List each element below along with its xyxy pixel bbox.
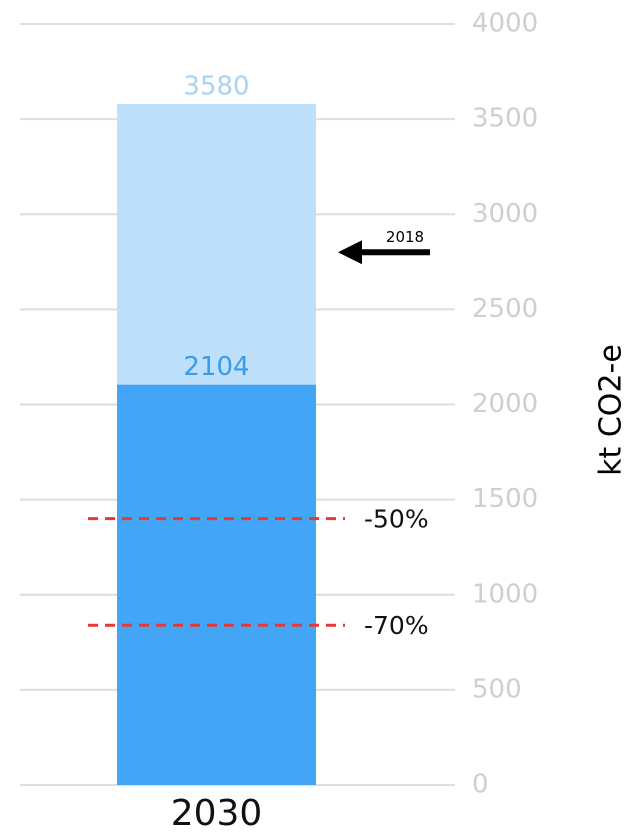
value-label: 3580 <box>183 71 249 101</box>
y-tick-label: 500 <box>472 674 522 704</box>
y-tick-label: 2000 <box>472 389 538 419</box>
y-tick-label: 3500 <box>472 104 538 134</box>
reference-label: -70% <box>364 611 429 640</box>
y-tick-label: 2500 <box>472 294 538 324</box>
annotation-label: 2018 <box>386 228 424 246</box>
bar <box>117 384 316 785</box>
y-tick-label: 3000 <box>472 199 538 229</box>
reference-label: -50% <box>364 505 429 534</box>
annotation-arrow-head <box>338 240 362 265</box>
y-tick-label: 1500 <box>472 484 538 514</box>
y-tick-label: 1000 <box>472 579 538 609</box>
y-axis-label: kt CO2-e <box>594 344 629 476</box>
y-tick-label: 0 <box>472 770 489 800</box>
x-tick-label: 2030 <box>171 793 263 834</box>
value-label: 2104 <box>183 352 249 382</box>
y-tick-label: 4000 <box>472 9 538 39</box>
